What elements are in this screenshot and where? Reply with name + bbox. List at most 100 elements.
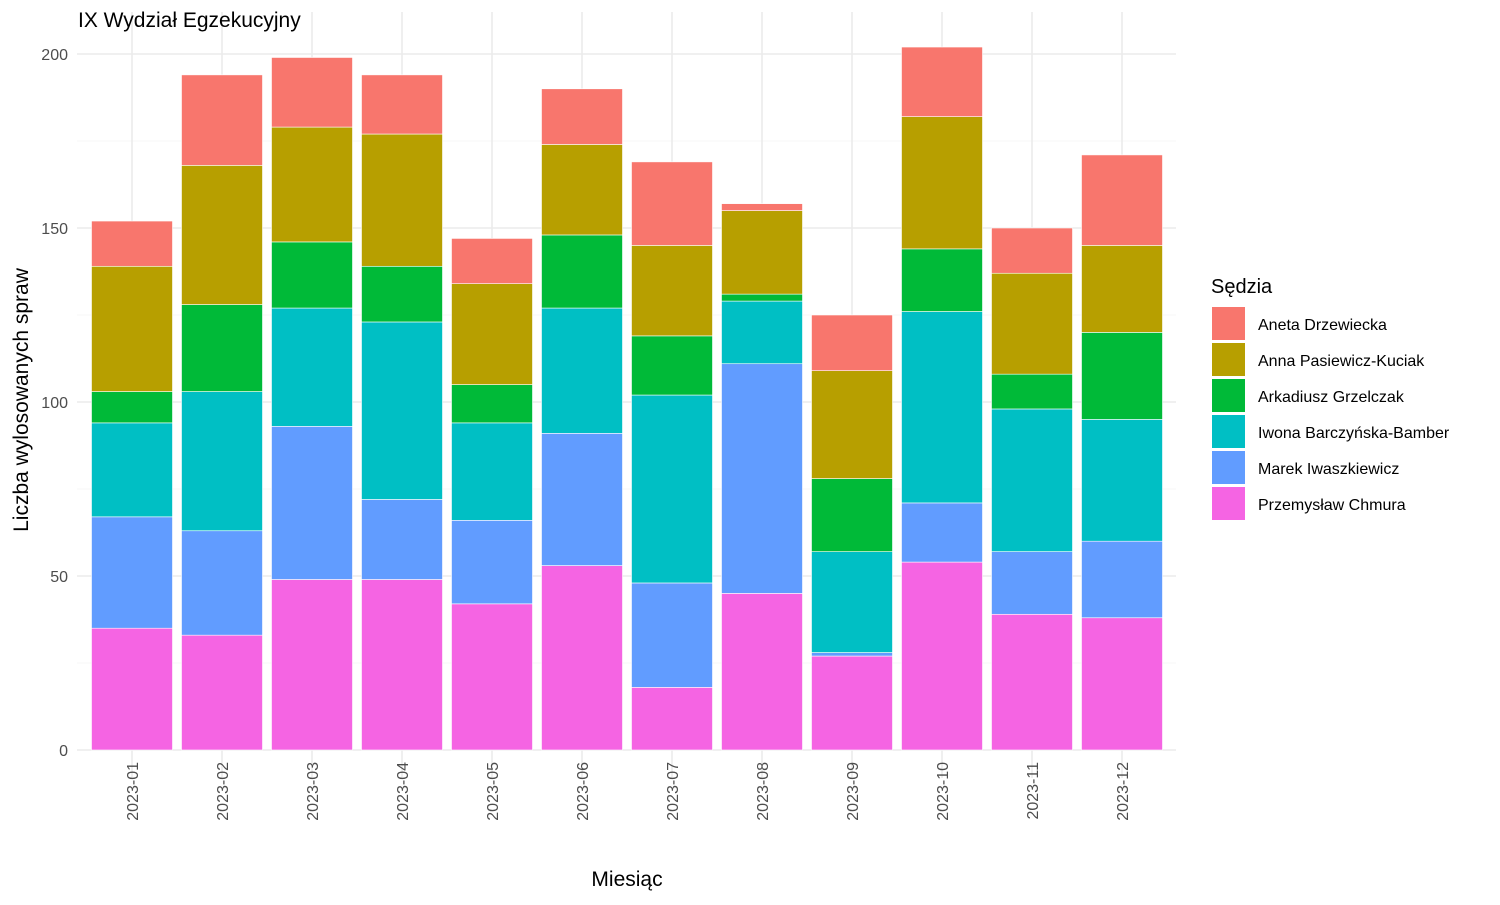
bar-segment (901, 116, 983, 250)
bar-segment (361, 499, 443, 580)
bar-segment (811, 314, 893, 371)
bar-segment (991, 227, 1073, 274)
bar-segment (181, 391, 263, 532)
bar-segment (451, 384, 533, 424)
bar-segment (1081, 154, 1163, 246)
bar-segment (181, 74, 263, 166)
legend-items: Aneta Drzewiecka Anna Pasiewicz-Kuciak Ark… (1212, 307, 1450, 520)
bar-segment (721, 210, 803, 295)
bar-segment (541, 144, 623, 236)
bar-segment (91, 265, 173, 392)
bar-segment (361, 133, 443, 267)
bar-segment (1081, 540, 1163, 619)
bar-segment (1081, 419, 1163, 542)
bar-segment (181, 165, 263, 305)
bar-segment (451, 283, 533, 385)
x-tick-label: 2023-06 (575, 762, 592, 821)
y-axis-ticks: 0 50 100 150 200 (41, 47, 68, 760)
bar-segment (991, 373, 1073, 410)
x-tick-label: 2023-03 (305, 762, 322, 821)
y-tick-label: 200 (41, 47, 68, 64)
bar-segment (631, 582, 713, 688)
bar-segment (271, 307, 353, 427)
bar-segment (721, 363, 803, 594)
y-tick-label: 100 (41, 395, 68, 412)
legend: Sędzia Aneta Drzewiecka Anna Pasiewicz-Ku… (1211, 276, 1450, 520)
bar-segment (361, 265, 443, 323)
y-tick-label: 0 (59, 743, 68, 760)
bar-segment (451, 603, 533, 751)
bar-segment (451, 422, 533, 521)
bar-segment (811, 655, 893, 751)
bar-segment (91, 627, 173, 751)
y-tick-label: 150 (41, 221, 68, 238)
bar-segment (811, 652, 893, 657)
bar-segment (541, 307, 623, 434)
x-tick-label: 2023-07 (665, 762, 682, 821)
bar-segment (721, 593, 803, 751)
bar-segment (181, 634, 263, 751)
y-axis-title: Liczba wylosowanych spraw (10, 267, 33, 532)
bar-segment (811, 551, 893, 653)
x-axis-ticks: 2023-01 2023-02 2023-03 2023-04 2023-05 2023-… (125, 762, 1132, 821)
bar-segment (271, 126, 353, 243)
legend-label: Aneta Drzewiecka (1258, 317, 1387, 334)
legend-label: Arkadiusz Grzelczak (1258, 389, 1405, 406)
bar-segment (451, 520, 533, 605)
bar-segment (901, 46, 983, 117)
legend-label: Iwona Barczyńska-Bamber (1258, 425, 1450, 442)
bar-segment (451, 238, 533, 284)
x-tick-label: 2023-12 (1115, 762, 1132, 821)
x-tick-label: 2023-01 (125, 762, 142, 821)
bar-segment (271, 57, 353, 128)
bar-segment (991, 272, 1073, 375)
bar-segment (181, 530, 263, 636)
x-tick-label: 2023-11 (1025, 762, 1042, 820)
legend-label: Przemysław Chmura (1258, 497, 1406, 514)
bar-segment (631, 161, 713, 246)
bar-segment (271, 579, 353, 751)
bar-segment (181, 304, 263, 392)
bar-segment (1081, 245, 1163, 333)
bar-segment (991, 613, 1073, 751)
bar-segment (91, 422, 173, 518)
bar-segment (901, 502, 983, 563)
legend-swatch (1212, 487, 1245, 520)
bar-segment (631, 394, 713, 584)
bar-segment (811, 370, 893, 479)
bar-segment (1081, 332, 1163, 420)
bar-segment (631, 245, 713, 337)
bar-segment (991, 408, 1073, 552)
legend-swatch (1212, 307, 1245, 340)
bar-segment (91, 391, 173, 424)
bar-segment (1081, 617, 1163, 751)
legend-label: Anna Pasiewicz-Kuciak (1258, 353, 1425, 370)
legend-swatch (1212, 451, 1245, 484)
bar-segment (541, 565, 623, 751)
x-axis-title: Miesiąc (591, 868, 662, 891)
bar-segment (541, 88, 623, 145)
bar-segment (361, 579, 443, 751)
bar-segment (631, 687, 713, 751)
legend-swatch (1212, 343, 1245, 376)
bar-segment (901, 311, 983, 504)
bar-segment (721, 293, 803, 302)
legend-swatch (1212, 379, 1245, 412)
x-tick-label: 2023-08 (755, 762, 772, 821)
bar-segment (361, 321, 443, 500)
x-tick-label: 2023-09 (845, 762, 862, 821)
legend-label: Marek Iwaszkiewicz (1258, 461, 1399, 478)
bar-segment (91, 516, 173, 629)
x-tick-label: 2023-05 (485, 762, 502, 821)
bar-segment (721, 203, 803, 211)
bars (91, 46, 1163, 751)
bar-segment (271, 426, 353, 580)
x-tick-label: 2023-10 (935, 762, 952, 821)
bar-segment (991, 551, 1073, 615)
legend-swatch (1212, 415, 1245, 448)
bar-segment (901, 561, 983, 751)
bar-segment (271, 241, 353, 309)
legend-title: Sędzia (1211, 276, 1273, 298)
